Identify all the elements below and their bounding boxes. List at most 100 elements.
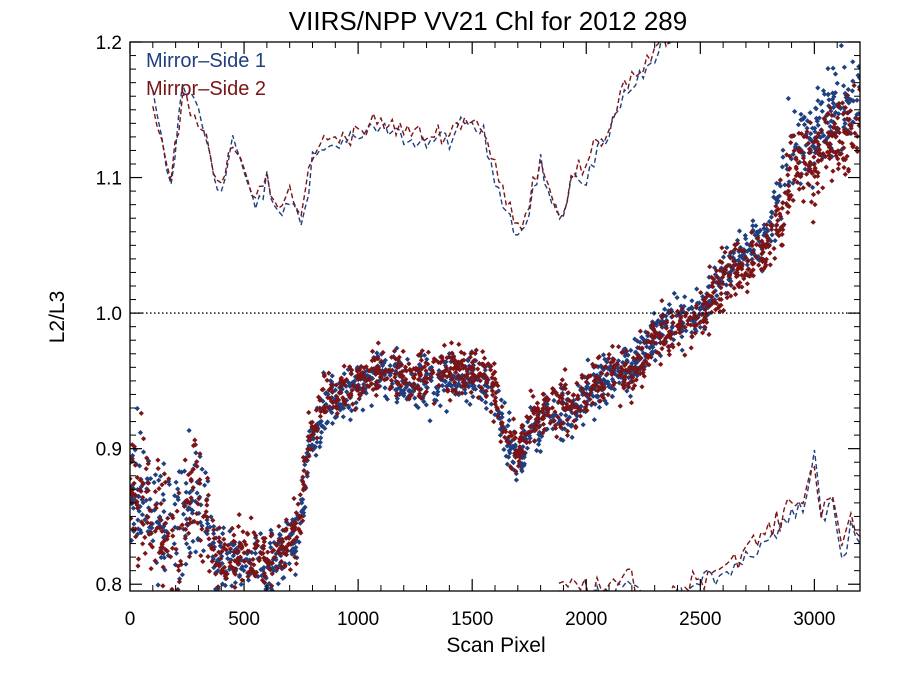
series-1-point	[496, 388, 502, 394]
series-2-point	[639, 384, 645, 390]
series-2-point	[267, 566, 273, 572]
series-1-point	[142, 517, 148, 523]
series-1-point	[270, 565, 276, 571]
series-2-point	[142, 550, 148, 556]
series-2-point	[518, 437, 524, 443]
series-1-point	[600, 352, 607, 358]
series-2-point	[637, 355, 643, 362]
series-1-point	[740, 252, 746, 258]
series-1-point	[289, 531, 295, 537]
series-2-point	[334, 410, 340, 417]
series-2-point	[553, 425, 559, 431]
series-2-point	[245, 548, 251, 554]
series-1-point	[340, 414, 346, 420]
series-1-point	[245, 577, 252, 583]
series-2-point	[245, 574, 251, 580]
series-2-point	[130, 456, 135, 462]
series-2-point	[298, 513, 305, 519]
series-2-point	[727, 255, 734, 261]
series-2-point	[140, 541, 146, 547]
series-2-point	[253, 569, 260, 575]
series-2-point	[484, 380, 490, 386]
series-1-point	[213, 586, 219, 591]
series-2-point	[815, 173, 821, 179]
series-2-point	[540, 430, 546, 436]
series-1-point	[299, 500, 305, 506]
series-2-point	[380, 349, 386, 356]
series-2-point	[509, 433, 515, 439]
series-1-point	[712, 288, 718, 294]
series-2-point	[535, 419, 541, 425]
series-2-point	[709, 283, 715, 289]
series-2-point	[670, 313, 676, 319]
series-2-point	[425, 349, 431, 355]
series-2-point	[286, 535, 292, 541]
series-2-point	[650, 324, 656, 330]
series-2-point	[648, 340, 654, 346]
series-2-point	[153, 505, 159, 511]
plot-area	[130, 42, 860, 591]
series-2-point	[560, 405, 567, 411]
series-1-point	[836, 111, 842, 117]
series-1-point	[809, 138, 815, 144]
series-2-point	[243, 542, 249, 548]
series-1-point	[427, 372, 433, 378]
series-2-point	[535, 413, 541, 419]
series-1-point	[755, 253, 761, 260]
series-2-point	[506, 440, 512, 446]
series-2-point	[713, 268, 720, 274]
series-2-point	[835, 115, 841, 121]
series-2-point	[250, 556, 256, 562]
series-2-point	[809, 170, 815, 176]
series-1-point	[318, 429, 325, 435]
series-2-point	[654, 349, 660, 355]
series-1-point	[243, 563, 249, 569]
series-1-point	[289, 551, 295, 557]
series-2-point	[245, 569, 251, 575]
series-2-point	[688, 345, 694, 351]
series-1-point	[497, 432, 503, 438]
series-2-point	[406, 394, 412, 401]
series-1-point	[713, 279, 719, 285]
series-2-point	[323, 408, 329, 415]
series-2-point	[372, 357, 378, 363]
series-1-point	[631, 371, 637, 377]
series-1-point	[700, 294, 706, 300]
series-2-point	[411, 366, 417, 372]
series-2-point	[144, 455, 150, 461]
series-1-point	[571, 397, 577, 403]
series-2-point	[138, 410, 144, 416]
series-2-point	[814, 139, 820, 145]
series-2-point	[802, 161, 809, 167]
series-2-point	[176, 579, 182, 585]
series-2-point	[630, 374, 636, 381]
series-2-point	[382, 369, 388, 375]
series-1-point	[389, 381, 395, 387]
series-1-point	[617, 374, 624, 380]
series-2-point	[418, 395, 424, 401]
series-2-point	[584, 375, 590, 381]
series-2-point	[623, 348, 630, 354]
series-2-point	[677, 330, 683, 336]
series-1-point	[273, 564, 279, 570]
series-2-point	[778, 242, 784, 248]
series-1-point	[497, 426, 503, 432]
series-2-point	[815, 131, 821, 137]
series-2-point	[682, 313, 688, 319]
series-1-point	[850, 78, 856, 84]
series-2-point	[232, 558, 238, 564]
series-2-point	[297, 492, 303, 498]
series-2-point	[658, 322, 664, 328]
series-2-point	[173, 546, 179, 552]
series-2-point	[728, 249, 734, 255]
series-2-point	[592, 382, 598, 389]
series-2-point	[846, 116, 852, 122]
series-2-point	[131, 480, 137, 486]
series-1-point	[568, 423, 574, 429]
series-1-point	[158, 554, 164, 561]
series-2-point	[135, 556, 142, 562]
series-2-point	[321, 404, 327, 410]
series-2-point	[449, 350, 455, 356]
series-2-point	[718, 285, 724, 291]
series-2-point	[241, 550, 247, 556]
